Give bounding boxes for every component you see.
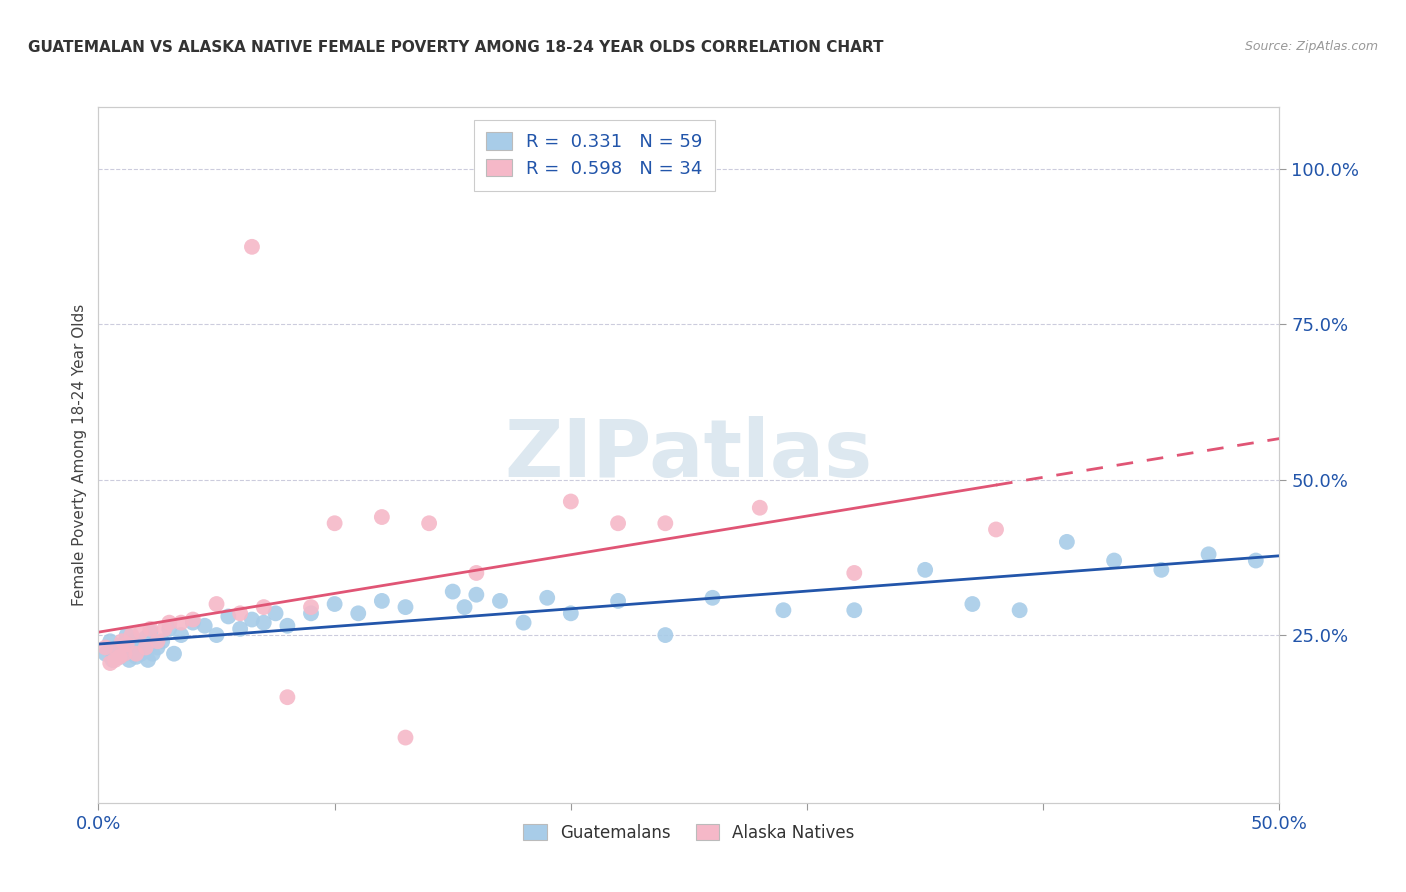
Point [914, 563, 936, 577]
Point [135, 640, 157, 655]
Point [229, 607, 252, 621]
Point [253, 600, 276, 615]
Point [536, 591, 558, 605]
Point [125, 649, 148, 664]
Y-axis label: Female Poverty Among 18-24 Year Olds: Female Poverty Among 18-24 Year Olds [72, 304, 87, 606]
Point [146, 634, 169, 648]
Point [150, 634, 173, 648]
Point [121, 640, 143, 655]
Point [984, 523, 1007, 537]
Point [371, 510, 394, 524]
Point [1198, 547, 1220, 561]
Point [135, 631, 157, 645]
Point [560, 607, 582, 621]
Point [371, 594, 394, 608]
Point [118, 653, 141, 667]
Point [607, 594, 630, 608]
Point [654, 516, 676, 531]
Point [111, 637, 134, 651]
Point [323, 597, 346, 611]
Point [112, 647, 135, 661]
Point [108, 649, 131, 664]
Point [253, 615, 276, 630]
Point [394, 731, 416, 745]
Point [132, 640, 155, 655]
Point [1244, 553, 1267, 567]
Point [299, 600, 322, 615]
Point [560, 494, 582, 508]
Point [299, 607, 322, 621]
Point [465, 566, 488, 580]
Point [217, 609, 239, 624]
Point [115, 628, 138, 642]
Text: GUATEMALAN VS ALASKA NATIVE FEMALE POVERTY AMONG 18-24 YEAR OLDS CORRELATION CHA: GUATEMALAN VS ALASKA NATIVE FEMALE POVER… [28, 40, 883, 55]
Point [128, 643, 150, 657]
Point [772, 603, 794, 617]
Point [170, 615, 193, 630]
Point [112, 647, 135, 661]
Point [105, 643, 128, 657]
Point [240, 613, 263, 627]
Point [101, 653, 124, 667]
Point [844, 603, 866, 617]
Point [104, 643, 127, 657]
Text: ZIPatlas: ZIPatlas [505, 416, 873, 494]
Point [139, 624, 162, 639]
Point [157, 622, 180, 636]
Point [104, 653, 127, 667]
Point [194, 619, 217, 633]
Point [654, 628, 676, 642]
Text: Source: ZipAtlas.com: Source: ZipAtlas.com [1244, 40, 1378, 54]
Point [465, 588, 488, 602]
Point [181, 615, 204, 630]
Point [264, 607, 287, 621]
Point [323, 516, 346, 531]
Point [163, 647, 186, 661]
Point [146, 640, 169, 655]
Point [111, 634, 134, 648]
Point [98, 634, 121, 648]
Point [441, 584, 464, 599]
Point [108, 649, 131, 664]
Point [276, 619, 298, 633]
Point [125, 647, 148, 661]
Point [157, 615, 180, 630]
Point [453, 600, 475, 615]
Point [844, 566, 866, 580]
Point [142, 647, 165, 661]
Point [122, 634, 145, 648]
Point [115, 637, 138, 651]
Point [139, 622, 162, 636]
Point [136, 653, 159, 667]
Point [607, 516, 630, 531]
Point [129, 624, 152, 639]
Point [129, 647, 152, 661]
Point [1150, 563, 1173, 577]
Point [512, 615, 534, 630]
Point [98, 656, 121, 670]
Point [229, 622, 252, 636]
Point [105, 640, 128, 655]
Point [1056, 534, 1078, 549]
Point [240, 240, 263, 254]
Point [748, 500, 770, 515]
Point [94, 647, 117, 661]
Point [153, 622, 176, 636]
Point [170, 628, 193, 642]
Point [962, 597, 984, 611]
Point [394, 600, 416, 615]
Point [121, 628, 143, 642]
Point [347, 607, 370, 621]
Point [181, 613, 204, 627]
Point [1102, 553, 1125, 567]
Point [205, 628, 228, 642]
Point [702, 591, 724, 605]
Point [94, 640, 117, 655]
Point [489, 594, 512, 608]
Point [1008, 603, 1031, 617]
Point [205, 597, 228, 611]
Point [418, 516, 440, 531]
Legend: Guatemalans, Alaska Natives: Guatemalans, Alaska Natives [515, 815, 863, 850]
Point [276, 690, 298, 705]
